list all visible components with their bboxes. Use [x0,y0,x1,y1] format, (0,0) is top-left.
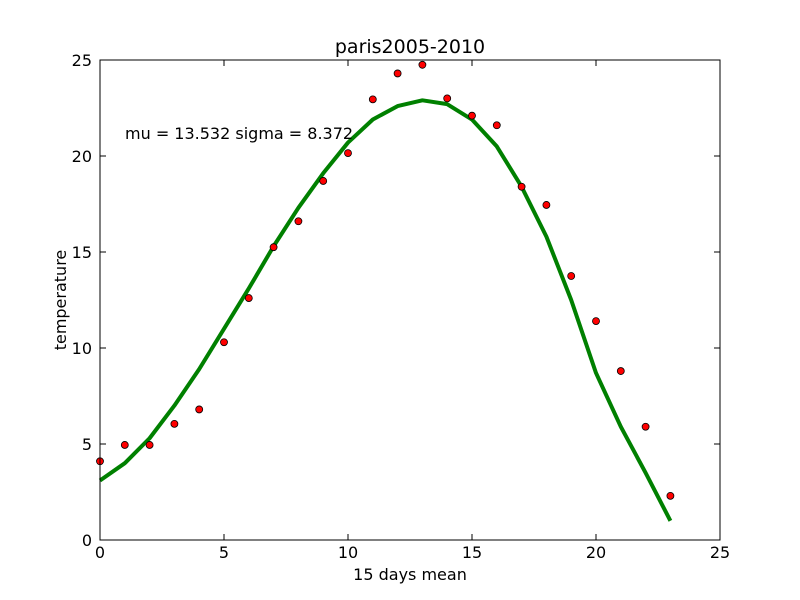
data-point [393,69,402,78]
data-point [666,491,675,500]
data-point [319,177,328,185]
y-tick-label: 10 [72,339,92,358]
y-tick-label: 25 [72,51,92,70]
axis-ticks: 0 5 10 15 20 25 0 5 10 15 20 25 [72,51,731,562]
x-tick-label: 10 [338,543,358,562]
x-tick-label: 15 [462,543,482,562]
data-point [443,94,452,103]
data-point [542,201,551,209]
data-point [294,217,303,226]
fit-annotation: mu = 13.532 sigma = 8.372 [125,124,353,143]
data-point [195,405,204,414]
data-point [244,294,253,302]
y-tick-label: 0 [82,531,92,550]
data-point [616,367,625,375]
fit-curve-line [98,98,673,522]
x-tick-label: 0 [95,543,105,562]
data-point [641,422,650,431]
plot-area [96,60,675,522]
y-tick-label: 15 [72,243,92,262]
x-tick-label: 20 [586,543,606,562]
x-axis-label: 15 days mean [353,565,467,584]
data-point [120,441,129,449]
data-point [492,121,501,130]
chart-title: paris2005-2010 [335,36,485,58]
x-tick-label: 5 [219,543,229,562]
x-tick-label: 25 [710,543,730,562]
data-point [592,317,600,326]
y-axis-label: temperature [51,250,70,351]
axes-frame [99,59,721,541]
data-point [170,419,179,428]
data-point [145,441,154,449]
data-point [368,95,377,104]
data-point [517,182,526,191]
data-point [344,149,352,158]
data-point [269,243,278,252]
data-point [220,338,228,347]
data-point [418,60,427,69]
y-tick-label: 20 [72,147,92,166]
y-tick-label: 5 [82,435,92,454]
data-point [468,111,476,120]
data-point [567,272,576,280]
